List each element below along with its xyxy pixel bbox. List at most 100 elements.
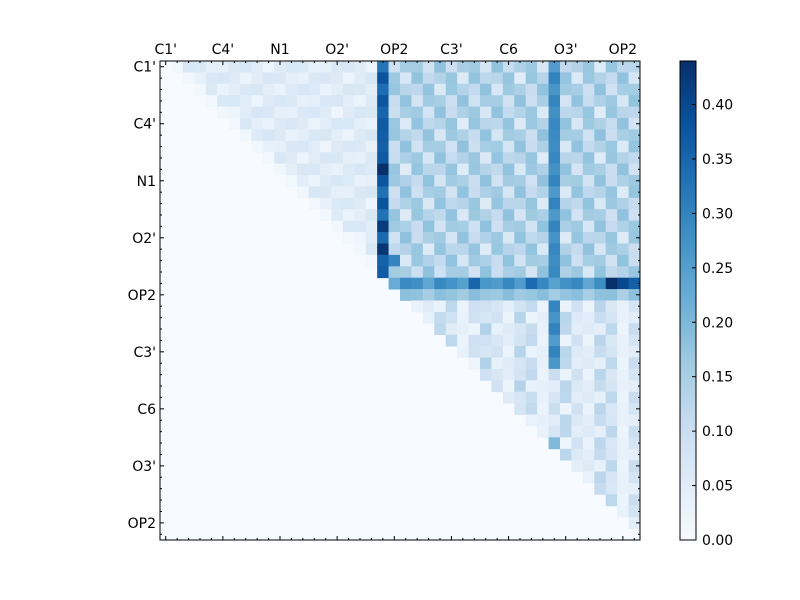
heatmap-cell	[525, 346, 538, 358]
heatmap-cell	[365, 254, 378, 267]
heatmap-cell	[628, 197, 641, 210]
heatmap-cell	[388, 243, 401, 256]
heatmap-cell	[445, 129, 458, 142]
heatmap-cell	[388, 186, 401, 199]
heatmap-cell	[411, 106, 424, 119]
heatmap-cell	[228, 72, 241, 85]
heatmap-cell	[354, 232, 367, 244]
heatmap-cell	[480, 368, 492, 381]
heatmap-cell	[434, 266, 447, 279]
heatmap-cell	[491, 380, 504, 393]
heatmap-cell	[217, 83, 229, 96]
heatmap-cell	[434, 220, 447, 233]
heatmap-cell	[628, 334, 641, 347]
heatmap-cell	[594, 414, 607, 427]
x-tick-label: C4'	[212, 42, 235, 58]
heatmap-cell	[594, 83, 607, 96]
heatmap-cell	[457, 106, 469, 119]
heatmap-cell	[502, 220, 515, 233]
heatmap-cell	[331, 197, 344, 210]
heatmap-cell	[308, 72, 321, 85]
heatmap-cell	[171, 61, 184, 73]
heatmap-cell	[434, 95, 447, 108]
heatmap-cell	[320, 152, 332, 165]
heatmap-cell	[617, 346, 629, 358]
heatmap-cell	[400, 289, 412, 301]
heatmap-cell	[560, 232, 572, 244]
heatmap-cell	[582, 323, 595, 336]
heatmap-cell	[297, 140, 309, 153]
heatmap-cell	[480, 72, 492, 85]
heatmap-cell	[457, 323, 469, 336]
heatmap-cell	[628, 152, 641, 165]
heatmap-cell	[617, 403, 629, 415]
heatmap-cell	[377, 95, 389, 108]
heatmap-cell	[537, 300, 549, 313]
heatmap-cell	[308, 152, 321, 165]
heatmap-cell	[605, 289, 618, 301]
heatmap-cell	[560, 266, 572, 279]
heatmap-cell	[548, 437, 561, 450]
heatmap-cell	[617, 232, 629, 244]
heatmap-cell	[445, 197, 458, 210]
heatmap-cell	[502, 289, 515, 301]
heatmap-cell	[628, 266, 641, 279]
heatmap-cell	[331, 61, 344, 73]
heatmap-cell	[548, 357, 561, 370]
heatmap-cell	[525, 266, 538, 279]
heatmap-cell	[365, 220, 378, 233]
heatmap-cell	[582, 186, 595, 199]
heatmap-cell	[594, 300, 607, 313]
heatmap-cell	[582, 460, 595, 472]
heatmap-cell	[285, 140, 298, 153]
heatmap-cell	[422, 243, 435, 256]
heatmap-cell	[468, 106, 481, 119]
heatmap-cell	[262, 83, 275, 96]
heatmap-cell	[274, 61, 287, 73]
heatmap-cell	[560, 311, 572, 324]
heatmap-cell	[342, 220, 355, 233]
heatmap-cell	[537, 277, 549, 290]
heatmap-cell	[434, 163, 447, 176]
heatmap-cell	[594, 368, 607, 381]
heatmap-cell	[434, 300, 447, 313]
heatmap-cell	[411, 300, 424, 313]
heatmap-cell	[354, 83, 367, 96]
heatmap-cell	[514, 118, 527, 130]
heatmap-cell	[605, 425, 618, 438]
heatmap-cell	[571, 197, 584, 210]
heatmap-cell	[605, 346, 618, 358]
heatmap-cell	[594, 220, 607, 233]
heatmap-cell	[422, 300, 435, 313]
heatmap-cell	[537, 357, 549, 370]
heatmap-cell	[560, 72, 572, 85]
heatmap-cell	[400, 61, 412, 73]
heatmap-cell	[377, 72, 389, 85]
heatmap-cell	[422, 61, 435, 73]
heatmap-cell	[525, 197, 538, 210]
heatmap-cell	[628, 517, 641, 529]
heatmap-cell	[445, 323, 458, 336]
heatmap-cell	[377, 140, 389, 153]
heatmap-cell	[411, 220, 424, 233]
heatmap-cell	[537, 414, 549, 427]
heatmap-cell	[605, 163, 618, 176]
heatmap-cell	[537, 61, 549, 73]
heatmap-cell	[468, 220, 481, 233]
heatmap-cell	[582, 106, 595, 119]
heatmap-cell	[491, 72, 504, 85]
heatmap-cell	[594, 197, 607, 210]
heatmap-cell	[320, 197, 332, 210]
heatmap-cell	[537, 140, 549, 153]
heatmap-cell	[445, 300, 458, 313]
heatmap-cell	[365, 129, 378, 142]
heatmap-cell	[240, 106, 252, 119]
heatmap-cell	[491, 197, 504, 210]
heatmap-cell	[457, 277, 469, 290]
heatmap-cell	[365, 243, 378, 256]
heatmap-cell	[605, 254, 618, 267]
heatmap-cell	[617, 334, 629, 347]
heatmap-cell	[537, 243, 549, 256]
heatmap-cell	[617, 289, 629, 301]
heatmap-cell	[525, 300, 538, 313]
